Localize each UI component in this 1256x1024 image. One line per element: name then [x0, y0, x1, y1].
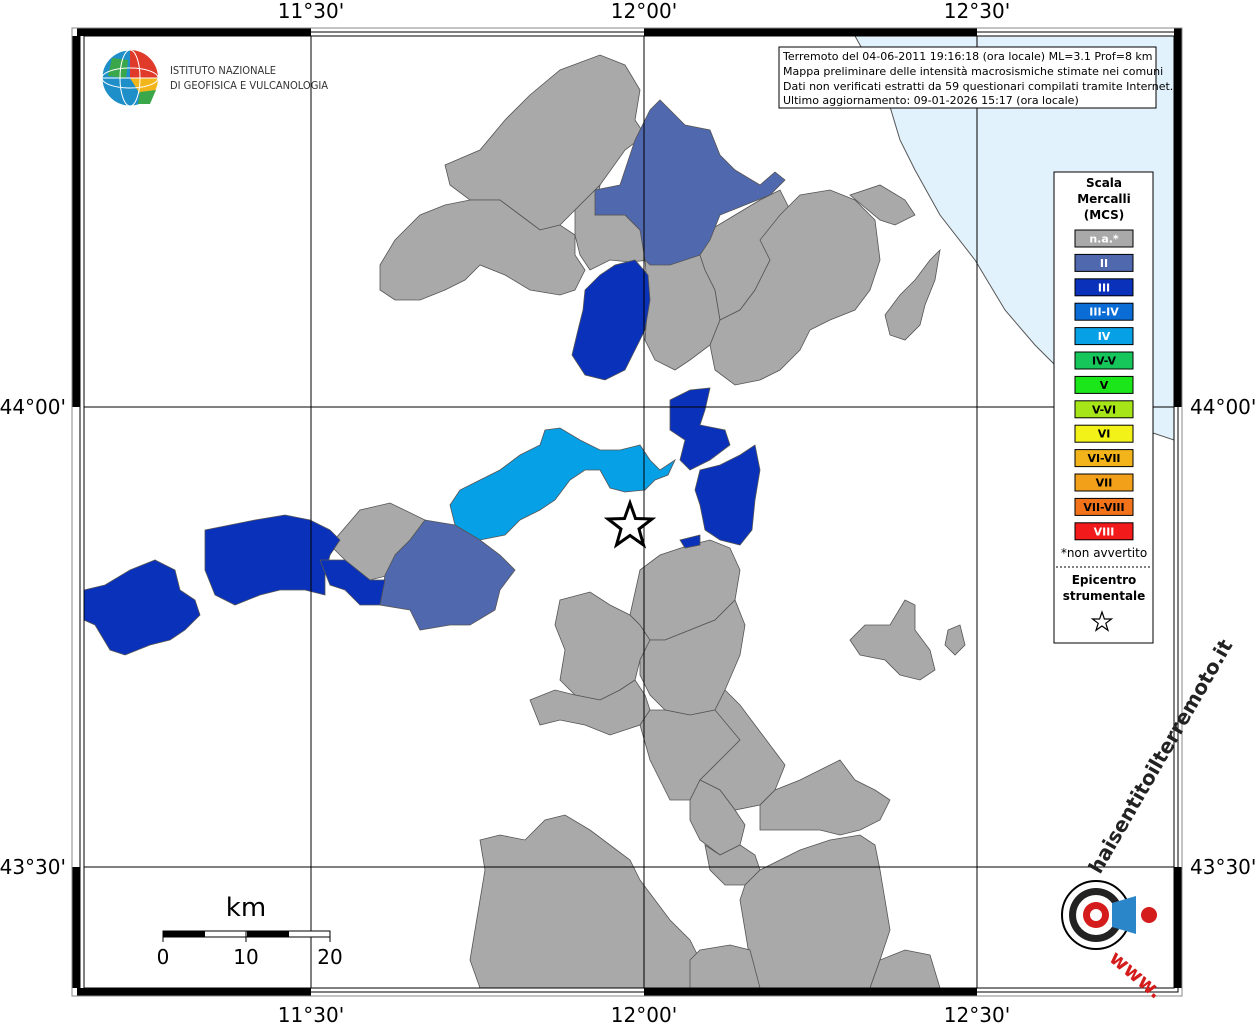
bottom-tick-1: 11°30': [278, 1003, 344, 1024]
intensity-legend: Scala Mercalli (MCS) n.a.*IIIIIIII-IVIVI…: [1053, 171, 1154, 644]
legend-label-11: VII-VIII: [1083, 501, 1124, 514]
top-tick-3: 12°30': [944, 0, 1010, 23]
legend-swatch-7: [1074, 400, 1134, 419]
legend-label-8: VI: [1098, 428, 1111, 441]
right-tick-2: 43°30': [1190, 855, 1256, 879]
legend-title-1: Scala: [1086, 176, 1122, 190]
scale-label-0: 0: [157, 945, 170, 969]
legend-label-5: IV-V: [1092, 355, 1117, 368]
event-info-box: Terremoto del 04-06-2011 19:16:18 (ora l…: [778, 46, 1173, 109]
globe-icon: [101, 49, 159, 107]
bottom-tick-3: 12°30': [944, 1003, 1010, 1024]
municipalities-iv: [449, 427, 676, 541]
bottom-tick-2: 12°00': [611, 1003, 677, 1024]
legend-label-6: V: [1100, 379, 1109, 392]
legend-title-3: (MCS): [1084, 208, 1125, 222]
legend-label-4: IV: [1098, 330, 1111, 343]
info-line-2: Mappa preliminare delle intensità macros…: [783, 65, 1163, 78]
logo-line-2: DI GEOFISICA E VULCANOLOGIA: [170, 79, 328, 92]
scale-bar: km 0 10 20: [157, 893, 343, 969]
municipalities-iii: [84, 259, 761, 656]
info-line-3: Dati non verificati estratti da 59 quest…: [783, 80, 1173, 93]
legend-epicenter-1: Epicentro: [1072, 573, 1137, 587]
legend-label-9: VI-VII: [1087, 452, 1120, 465]
legend-title-2: Mercalli: [1077, 192, 1131, 206]
ingv-logo: ISTITUTO NAZIONALE DI GEOFISICA E VULCAN…: [101, 49, 328, 107]
info-line-1: Terremoto del 04-06-2011 19:16:18 (ora l…: [782, 50, 1153, 63]
legend-star-icon: [1090, 610, 1114, 632]
legend-swatch-4: [1074, 327, 1134, 346]
municipalities-na-north: [329, 54, 941, 581]
legend-label-2: III: [1098, 281, 1110, 294]
municipalities-na-south: [469, 539, 966, 988]
legend-label-0: n.a.*: [1089, 233, 1119, 246]
legend-swatch-1: [1074, 253, 1134, 272]
legend-swatch-2: [1074, 278, 1134, 297]
right-tick-1: 44°00': [1190, 395, 1256, 419]
legend-label-3: III-IV: [1089, 306, 1119, 319]
scale-label-20: 20: [317, 945, 342, 969]
logo-line-1: ISTITUTO NAZIONALE: [170, 64, 276, 77]
left-tick-1: 44°00': [0, 395, 66, 419]
epicenter-star-icon: [603, 498, 657, 549]
legend-swatch-5: [1074, 351, 1134, 370]
legend-epicenter-2: strumentale: [1063, 589, 1146, 603]
top-tick-2: 12°00': [611, 0, 677, 23]
left-tick-2: 43°30': [0, 855, 66, 879]
target-icon: [1061, 880, 1157, 950]
legend-swatch-0: [1074, 229, 1134, 248]
legend-note: *non avvertito: [1061, 546, 1147, 560]
legend-swatch-11: [1074, 497, 1134, 516]
legend-label-7: V-VI: [1092, 403, 1116, 416]
map-frame: [71, 27, 1183, 997]
legend-swatch-6: [1074, 375, 1134, 394]
legend-label-12: VIII: [1094, 525, 1115, 538]
info-line-4: Ultimo aggiornamento: 09-01-2026 15:17 (…: [783, 94, 1079, 107]
scale-unit: km: [226, 893, 266, 923]
legend-label-1: II: [1100, 257, 1108, 270]
graticule: [84, 36, 1174, 988]
scale-label-10: 10: [233, 945, 258, 969]
legend-swatch-3: [1074, 302, 1134, 321]
legend-swatch-8: [1074, 424, 1134, 443]
legend-swatch-10: [1074, 473, 1134, 492]
legend-swatch-12: [1074, 522, 1134, 541]
legend-label-10: VII: [1096, 477, 1113, 490]
legend-swatch-9: [1074, 449, 1134, 468]
top-tick-1: 11°30': [278, 0, 344, 23]
